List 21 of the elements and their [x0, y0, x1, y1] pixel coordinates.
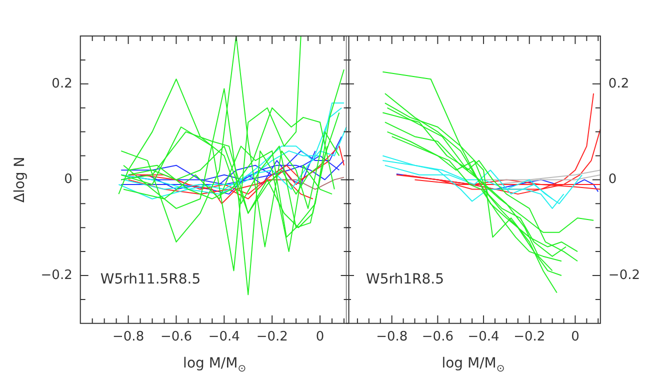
- x-tick-label: −0.6: [160, 330, 192, 345]
- x-tick-label: −0.4: [208, 330, 240, 345]
- x-tick-label: −0.8: [376, 330, 408, 345]
- y-tick-label: 0: [608, 172, 617, 188]
- x-axis-title: log M/M⊙: [442, 355, 505, 375]
- x-tick-label: −0.4: [468, 330, 500, 345]
- y-tick-label: 0: [64, 172, 72, 188]
- y-axis-title: Δlog N: [12, 156, 28, 203]
- y-tick-label: 0.2: [608, 76, 630, 92]
- x-axis-title: log M/M⊙: [183, 355, 246, 375]
- y-tick-label: 0.2: [52, 76, 72, 92]
- annotation: W5rh1R8.5: [366, 271, 444, 288]
- x-tick-label: −0.2: [514, 330, 546, 345]
- x-tick-label: 0: [571, 330, 580, 345]
- x-tick-label: −0.8: [112, 330, 144, 345]
- x-tick-label: −0.2: [256, 330, 288, 345]
- x-tick-label: −0.6: [422, 330, 454, 345]
- annotation: W5rh11.5R8.5: [100, 271, 201, 288]
- y-tick-label: −0.2: [40, 268, 72, 283]
- y-tick-label: −0.2: [608, 268, 640, 283]
- x-tick-label: 0: [316, 330, 324, 345]
